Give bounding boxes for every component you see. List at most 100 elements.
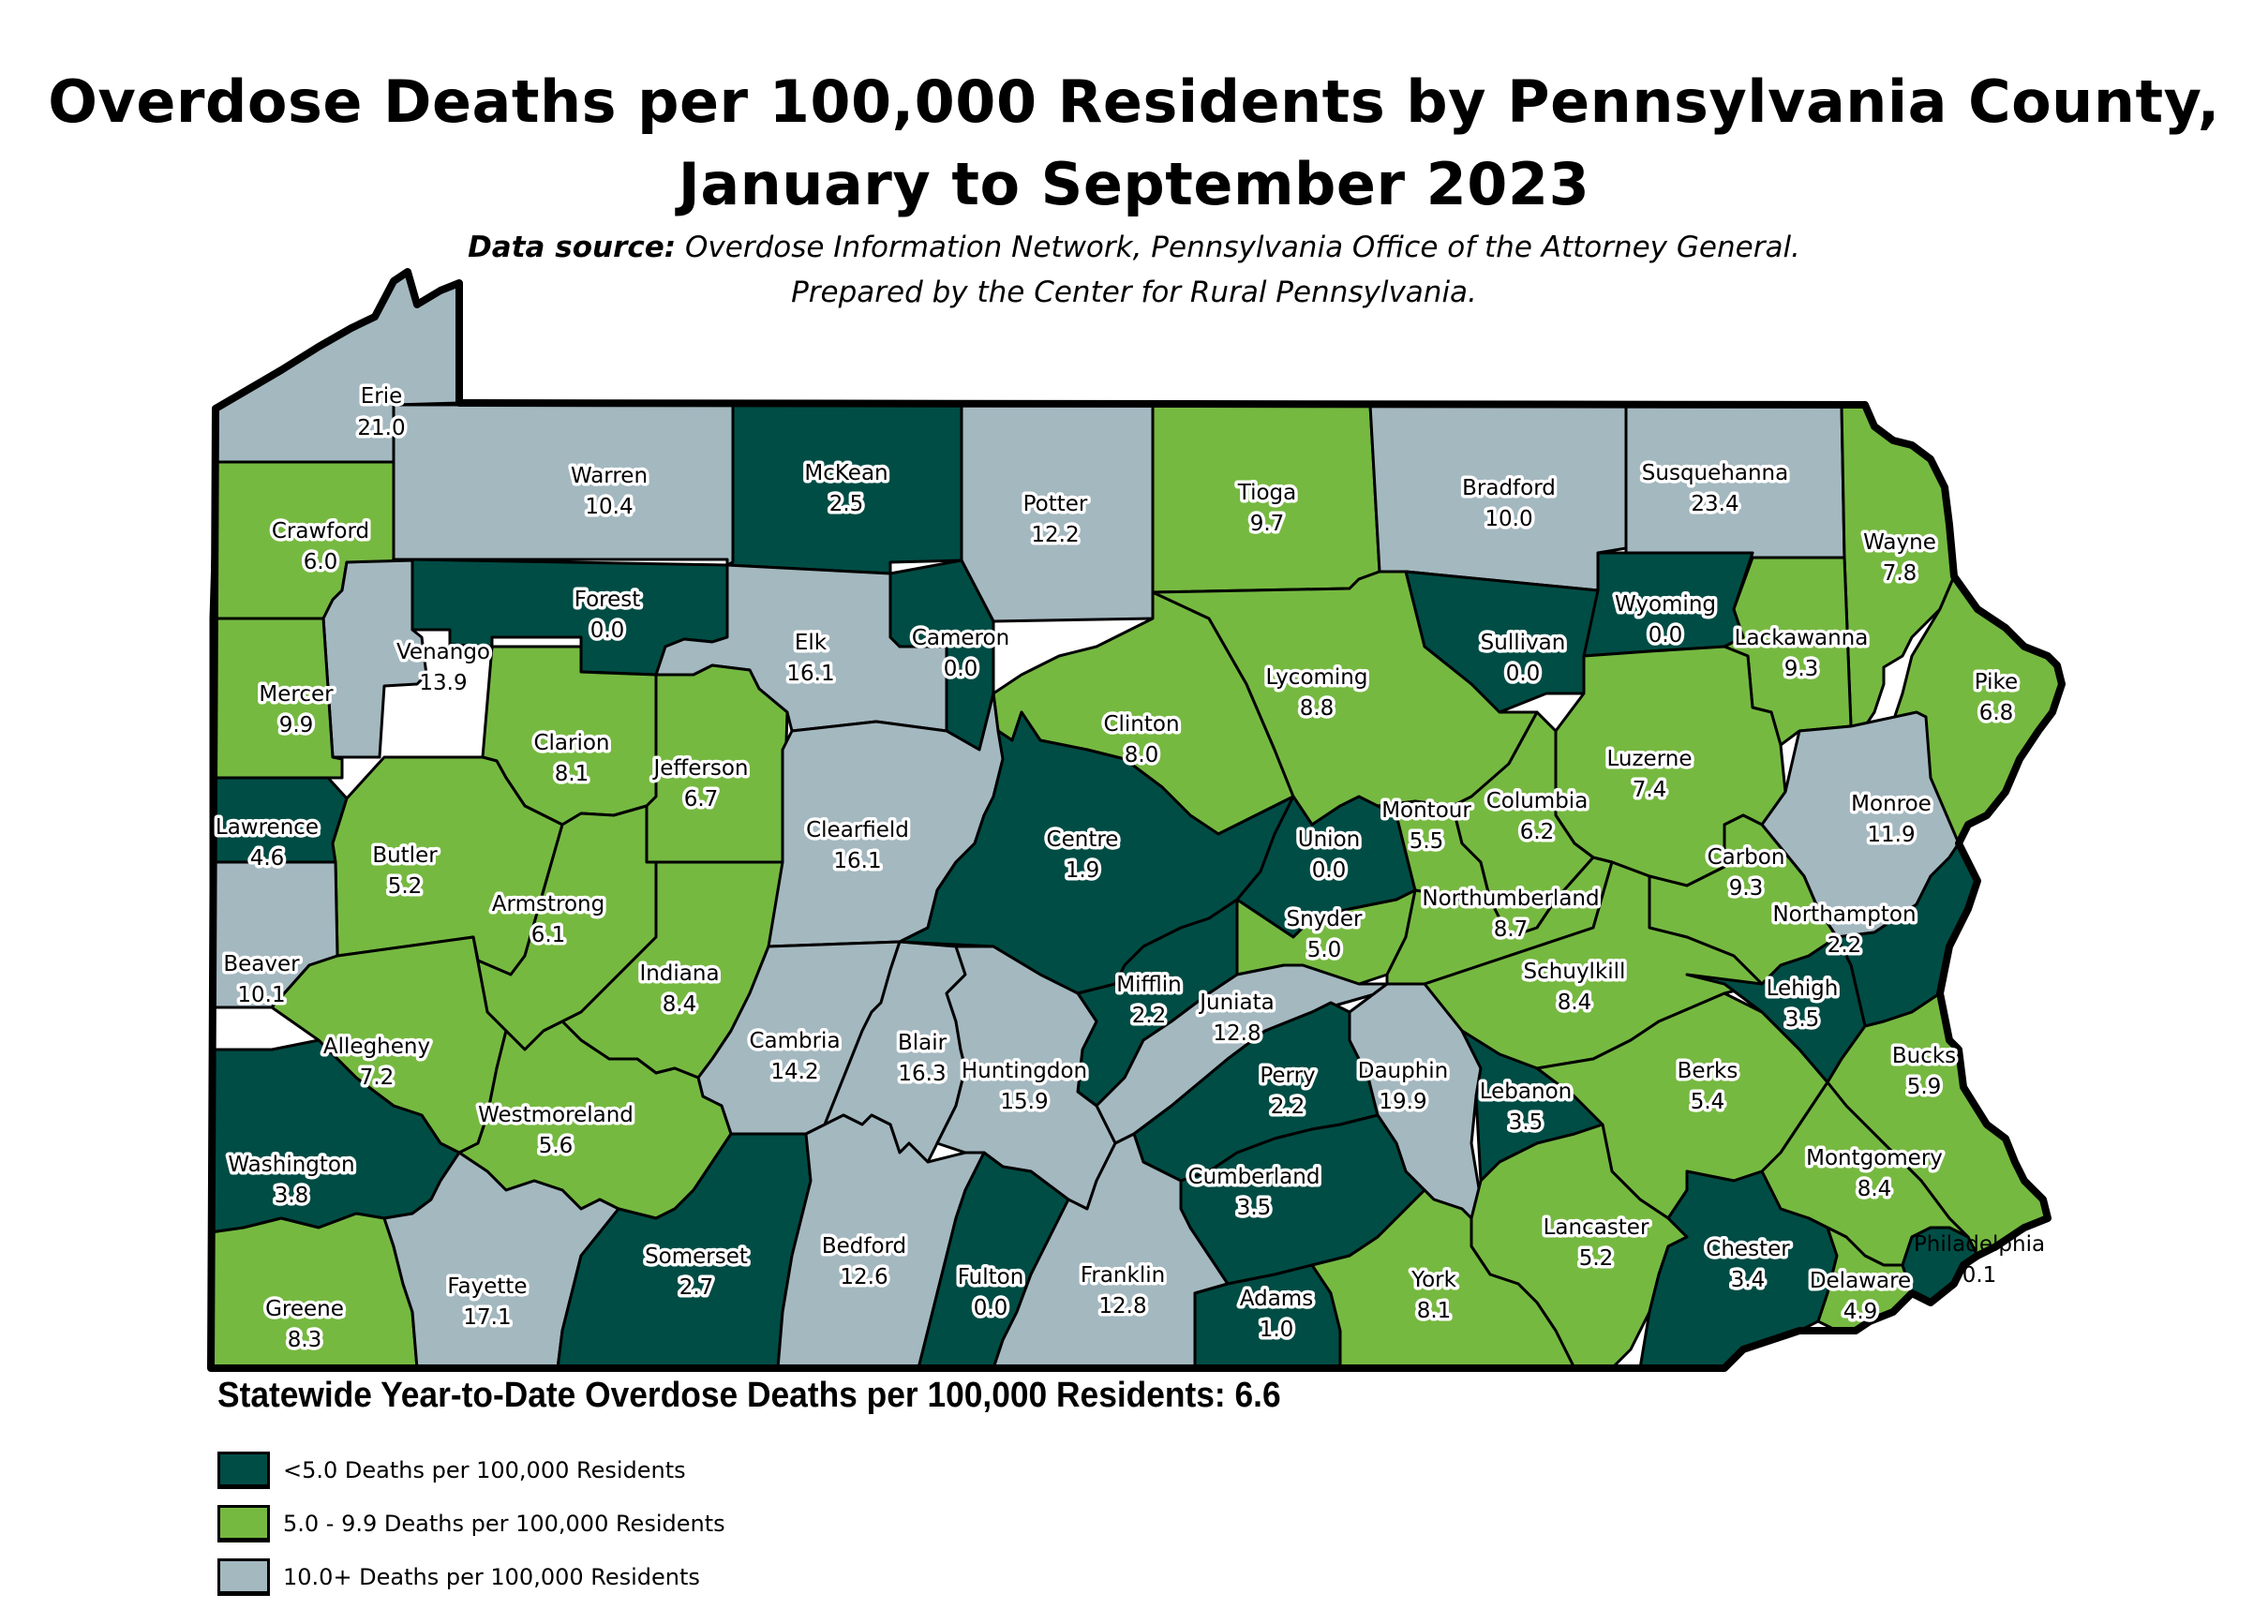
county-york[interactable] <box>1310 1188 1576 1370</box>
label-lebanon-name: Lebanon <box>1480 1080 1572 1104</box>
label-adams-value: 1.0 <box>1260 1318 1294 1342</box>
label-armstrong-name: Armstrong <box>492 892 604 916</box>
label-warren-value: 10.4 <box>585 495 633 519</box>
label-luzerne-name: Luzerne <box>1607 747 1693 771</box>
label-clarion-name: Clarion <box>533 731 609 755</box>
label-centre-name: Centre <box>1047 827 1119 852</box>
label-franklin-name: Franklin <box>1081 1263 1165 1288</box>
label-indiana-name: Indiana <box>639 961 719 986</box>
label-bucks-name: Bucks <box>1892 1044 1956 1068</box>
label-blair-name: Blair <box>898 1031 947 1055</box>
label-wayne-value: 7.8 <box>1883 561 1917 586</box>
label-greene-name: Greene <box>265 1297 344 1321</box>
label-allegheny-value: 7.2 <box>360 1065 395 1090</box>
label-beaver-value: 10.1 <box>237 983 285 1007</box>
label-monroe-name: Monroe <box>1851 792 1932 816</box>
label-northampton-value: 2.2 <box>1828 933 1862 958</box>
label-northumberland-name: Northumberland <box>1422 886 1599 911</box>
label-mckean-value: 2.5 <box>829 492 864 516</box>
county-franklin[interactable] <box>992 1132 1230 1370</box>
label-bedford-name: Bedford <box>822 1234 906 1259</box>
label-forest-name: Forest <box>574 588 641 612</box>
label-dauphin-name: Dauphin <box>1358 1059 1449 1083</box>
label-montgomery-value: 8.4 <box>1858 1177 1892 1201</box>
label-lancaster-value: 5.2 <box>1579 1246 1614 1271</box>
label-pike-name: Pike <box>1975 670 2018 694</box>
label-berks-value: 5.4 <box>1691 1090 1725 1114</box>
legend-item-low: <5.0 Deaths per 100,000 Residents <box>217 1443 725 1497</box>
state-outline <box>207 268 2066 1372</box>
label-columbia-name: Columbia <box>1486 789 1589 813</box>
label-montour-value: 5.5 <box>1410 829 1444 854</box>
label-mifflin-name: Mifflin <box>1116 973 1181 997</box>
label-sullivan-name: Sullivan <box>1481 631 1566 655</box>
label-clinton-name: Clinton <box>1103 712 1179 737</box>
label-sullivan-value: 0.0 <box>1506 662 1541 686</box>
label-butler-value: 5.2 <box>388 874 423 899</box>
label-crawford-value: 6.0 <box>304 550 338 574</box>
label-washington-value: 3.8 <box>275 1184 309 1208</box>
label-forest-value: 0.0 <box>590 618 625 643</box>
county-warren[interactable] <box>392 403 735 567</box>
label-erie-name: Erie <box>361 384 403 409</box>
label-venango-value: 13.9 <box>419 671 467 695</box>
label-elk-name: Elk <box>795 631 828 655</box>
label-monroe-value: 11.9 <box>1867 823 1915 847</box>
label-philadelphia-name: Philadelphia <box>1914 1232 2045 1257</box>
label-york-value: 8.1 <box>1417 1299 1452 1323</box>
county-labels: Erie 21.0 Warren 10.4 McKean 2.5 Potter … <box>212 381 2045 1356</box>
label-potter-name: Potter <box>1023 492 1088 516</box>
prepared-by-line: Prepared by the Center for Rural Pennsyl… <box>791 276 1477 309</box>
label-fayette-value: 17.1 <box>463 1305 511 1330</box>
label-lebanon-value: 3.5 <box>1509 1110 1544 1135</box>
label-carbon-value: 9.3 <box>1729 876 1764 901</box>
page-title-line2: January to September 2023 <box>678 150 1590 218</box>
label-greene-value: 8.3 <box>288 1328 322 1352</box>
label-berks-name: Berks <box>1678 1059 1738 1083</box>
label-northumberland-value: 8.7 <box>1494 917 1529 942</box>
legend-label-mid: 5.0 - 9.9 Deaths per 100,000 Residents <box>283 1510 725 1537</box>
label-fulton-name: Fulton <box>958 1265 1024 1289</box>
legend-label-low: <5.0 Deaths per 100,000 Residents <box>283 1456 686 1483</box>
county-fayette[interactable] <box>382 1151 620 1370</box>
county-jefferson[interactable] <box>645 663 789 864</box>
label-chester-value: 3.4 <box>1731 1268 1766 1292</box>
label-lycoming-value: 8.8 <box>1300 696 1335 721</box>
label-chester-name: Chester <box>1706 1237 1790 1261</box>
label-perry-value: 2.2 <box>1271 1095 1306 1119</box>
label-lehigh-name: Lehigh <box>1767 976 1839 1001</box>
label-indiana-value: 8.4 <box>663 992 697 1017</box>
label-union-name: Union <box>1298 827 1360 852</box>
label-elk-value: 16.1 <box>786 662 834 686</box>
label-philadelphia-value: 0.1 <box>1962 1263 1997 1288</box>
label-lehigh-value: 3.5 <box>1785 1007 1820 1032</box>
label-york-name: York <box>1410 1268 1457 1292</box>
label-potter-value: 12.2 <box>1031 523 1079 547</box>
label-susquehanna-name: Susquehanna <box>1642 461 1788 485</box>
label-adams-name: Adams <box>1240 1287 1313 1311</box>
label-delaware-value: 4.9 <box>1843 1300 1878 1324</box>
label-northampton-name: Northampton <box>1772 902 1916 927</box>
page-title-line1: Overdose Deaths per 100,000 Residents by… <box>48 67 2220 136</box>
label-jefferson-name: Jefferson <box>651 756 748 781</box>
label-huntingdon-value: 15.9 <box>1000 1090 1048 1114</box>
label-warren-name: Warren <box>571 464 648 488</box>
county-northumberland[interactable] <box>1385 856 1614 986</box>
label-tioga-name: Tioga <box>1237 481 1297 505</box>
map-legend: <5.0 Deaths per 100,000 Residents 5.0 - … <box>217 1443 725 1603</box>
legend-label-high: 10.0+ Deaths per 100,000 Residents <box>283 1563 700 1590</box>
legend-swatch-high <box>217 1557 270 1596</box>
label-carbon-name: Carbon <box>1708 845 1785 870</box>
label-delaware-name: Delaware <box>1810 1269 1911 1293</box>
label-erie-value: 21.0 <box>357 416 405 440</box>
label-juniata-name: Juniata <box>1198 991 1275 1015</box>
label-cameron-name: Cameron <box>912 626 1009 650</box>
label-fulton-value: 0.0 <box>974 1296 1008 1320</box>
label-franklin-value: 12.8 <box>1098 1294 1146 1319</box>
label-tioga-value: 9.7 <box>1250 512 1285 536</box>
county-mckean[interactable] <box>725 403 963 575</box>
label-mifflin-value: 2.2 <box>1132 1004 1167 1028</box>
label-jefferson-value: 6.7 <box>684 787 719 812</box>
label-blair-value: 16.3 <box>898 1062 946 1086</box>
label-montour-name: Montour <box>1381 798 1471 823</box>
